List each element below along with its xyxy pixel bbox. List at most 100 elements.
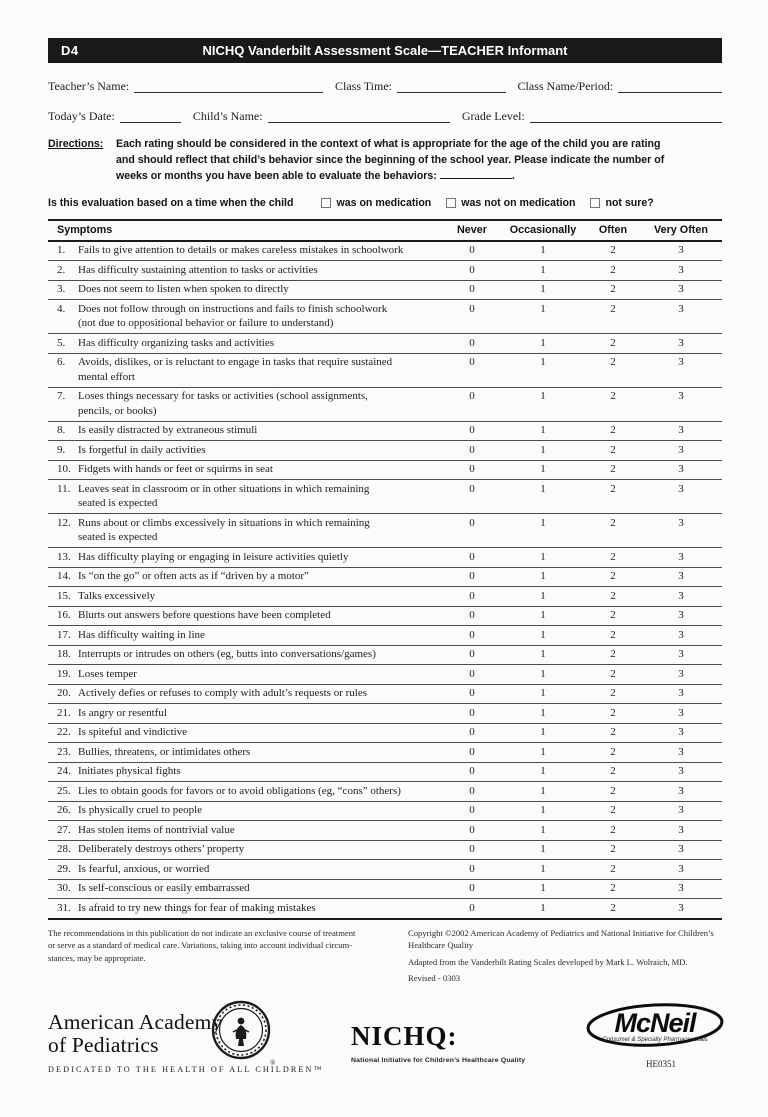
rating-cell-never[interactable]: 0 [469, 745, 475, 758]
rating-cell-very-often[interactable]: 3 [678, 263, 684, 276]
rating-cell-often[interactable]: 2 [610, 302, 616, 315]
rating-cell-never[interactable]: 0 [469, 482, 475, 495]
rating-cell-occasionally[interactable]: 1 [540, 648, 546, 660]
rating-cell-occasionally[interactable]: 1 [540, 302, 546, 315]
rating-cell-often[interactable]: 2 [610, 687, 616, 699]
checkbox-was-on-medication[interactable] [321, 197, 332, 208]
rating-cell-never[interactable]: 0 [469, 283, 475, 295]
rating-cell-very-often[interactable]: 3 [678, 302, 684, 315]
rating-cell-occasionally[interactable]: 1 [540, 823, 546, 836]
rating-cell-very-often[interactable]: 3 [678, 628, 684, 641]
evaluation-duration-field[interactable] [439, 168, 512, 179]
rating-cell-never[interactable]: 0 [469, 726, 475, 738]
rating-cell-never[interactable]: 0 [469, 862, 475, 875]
rating-cell-very-often[interactable]: 3 [678, 516, 684, 529]
rating-cell-very-often[interactable]: 3 [678, 784, 684, 797]
rating-cell-never[interactable]: 0 [469, 516, 475, 529]
checkbox-not-sure[interactable] [590, 197, 601, 208]
rating-cell-occasionally[interactable]: 1 [540, 804, 546, 816]
rating-cell-often[interactable]: 2 [610, 628, 616, 641]
rating-cell-very-often[interactable]: 3 [678, 482, 684, 495]
rating-cell-often[interactable]: 2 [610, 570, 616, 582]
rating-cell-often[interactable]: 2 [610, 745, 616, 758]
rating-cell-never[interactable]: 0 [469, 687, 475, 699]
rating-cell-occasionally[interactable]: 1 [540, 443, 546, 456]
rating-cell-often[interactable]: 2 [610, 667, 616, 680]
rating-cell-often[interactable]: 2 [610, 550, 616, 563]
rating-cell-occasionally[interactable]: 1 [540, 463, 546, 475]
rating-cell-occasionally[interactable]: 1 [540, 516, 546, 529]
rating-cell-occasionally[interactable]: 1 [540, 706, 546, 719]
rating-cell-very-often[interactable]: 3 [678, 463, 684, 475]
rating-cell-never[interactable]: 0 [469, 263, 475, 276]
rating-cell-very-often[interactable]: 3 [678, 804, 684, 816]
rating-cell-occasionally[interactable]: 1 [540, 244, 546, 256]
rating-cell-often[interactable]: 2 [610, 882, 616, 894]
rating-cell-often[interactable]: 2 [610, 356, 616, 368]
rating-cell-very-often[interactable]: 3 [678, 648, 684, 660]
rating-cell-very-often[interactable]: 3 [678, 843, 684, 855]
rating-cell-occasionally[interactable]: 1 [540, 390, 546, 402]
rating-cell-occasionally[interactable]: 1 [540, 263, 546, 276]
rating-cell-very-often[interactable]: 3 [678, 745, 684, 758]
rating-cell-occasionally[interactable]: 1 [540, 862, 546, 875]
rating-cell-occasionally[interactable]: 1 [540, 784, 546, 797]
rating-cell-occasionally[interactable]: 1 [540, 356, 546, 368]
rating-cell-occasionally[interactable]: 1 [540, 482, 546, 495]
rating-cell-very-often[interactable]: 3 [678, 687, 684, 699]
rating-cell-very-often[interactable]: 3 [678, 609, 684, 621]
rating-cell-very-often[interactable]: 3 [678, 726, 684, 738]
rating-cell-very-often[interactable]: 3 [678, 283, 684, 295]
rating-cell-never[interactable]: 0 [469, 882, 475, 894]
rating-cell-occasionally[interactable]: 1 [540, 336, 546, 349]
rating-cell-very-often[interactable]: 3 [678, 667, 684, 680]
rating-cell-very-often[interactable]: 3 [678, 244, 684, 256]
rating-cell-often[interactable]: 2 [610, 244, 616, 256]
rating-cell-often[interactable]: 2 [610, 823, 616, 836]
rating-cell-never[interactable]: 0 [469, 336, 475, 349]
rating-cell-never[interactable]: 0 [469, 648, 475, 660]
rating-cell-often[interactable]: 2 [610, 516, 616, 529]
rating-cell-often[interactable]: 2 [610, 443, 616, 456]
rating-cell-very-often[interactable]: 3 [678, 550, 684, 563]
rating-cell-occasionally[interactable]: 1 [540, 283, 546, 295]
rating-cell-occasionally[interactable]: 1 [540, 424, 546, 436]
rating-cell-very-often[interactable]: 3 [678, 356, 684, 368]
rating-cell-never[interactable]: 0 [469, 302, 475, 315]
rating-cell-often[interactable]: 2 [610, 843, 616, 855]
checkbox-was-not-on-medication[interactable] [446, 197, 457, 208]
rating-cell-occasionally[interactable]: 1 [540, 843, 546, 855]
rating-cell-often[interactable]: 2 [610, 463, 616, 475]
rating-cell-very-often[interactable]: 3 [678, 765, 684, 777]
rating-cell-occasionally[interactable]: 1 [540, 550, 546, 563]
rating-cell-often[interactable]: 2 [610, 726, 616, 738]
rating-cell-very-often[interactable]: 3 [678, 706, 684, 719]
rating-cell-often[interactable]: 2 [610, 648, 616, 660]
rating-cell-often[interactable]: 2 [610, 336, 616, 349]
rating-cell-occasionally[interactable]: 1 [540, 667, 546, 680]
rating-cell-often[interactable]: 2 [610, 804, 616, 816]
rating-cell-very-often[interactable]: 3 [678, 823, 684, 836]
rating-cell-never[interactable]: 0 [469, 550, 475, 563]
grade-level-field[interactable] [529, 110, 722, 123]
rating-cell-very-often[interactable]: 3 [678, 882, 684, 894]
rating-cell-never[interactable]: 0 [469, 244, 475, 256]
rating-cell-often[interactable]: 2 [610, 283, 616, 295]
rating-cell-never[interactable]: 0 [469, 784, 475, 797]
rating-cell-often[interactable]: 2 [610, 263, 616, 276]
rating-cell-occasionally[interactable]: 1 [540, 726, 546, 738]
rating-cell-never[interactable]: 0 [469, 443, 475, 456]
rating-cell-often[interactable]: 2 [610, 424, 616, 436]
rating-cell-never[interactable]: 0 [469, 356, 475, 368]
rating-cell-occasionally[interactable]: 1 [540, 628, 546, 641]
rating-cell-occasionally[interactable]: 1 [540, 609, 546, 621]
rating-cell-never[interactable]: 0 [469, 628, 475, 641]
rating-cell-very-often[interactable]: 3 [678, 336, 684, 349]
rating-cell-very-often[interactable]: 3 [678, 570, 684, 582]
rating-cell-often[interactable]: 2 [610, 901, 616, 914]
rating-cell-never[interactable]: 0 [469, 667, 475, 680]
rating-cell-often[interactable]: 2 [610, 390, 616, 402]
rating-cell-never[interactable]: 0 [469, 570, 475, 582]
rating-cell-never[interactable]: 0 [469, 609, 475, 621]
rating-cell-often[interactable]: 2 [610, 784, 616, 797]
